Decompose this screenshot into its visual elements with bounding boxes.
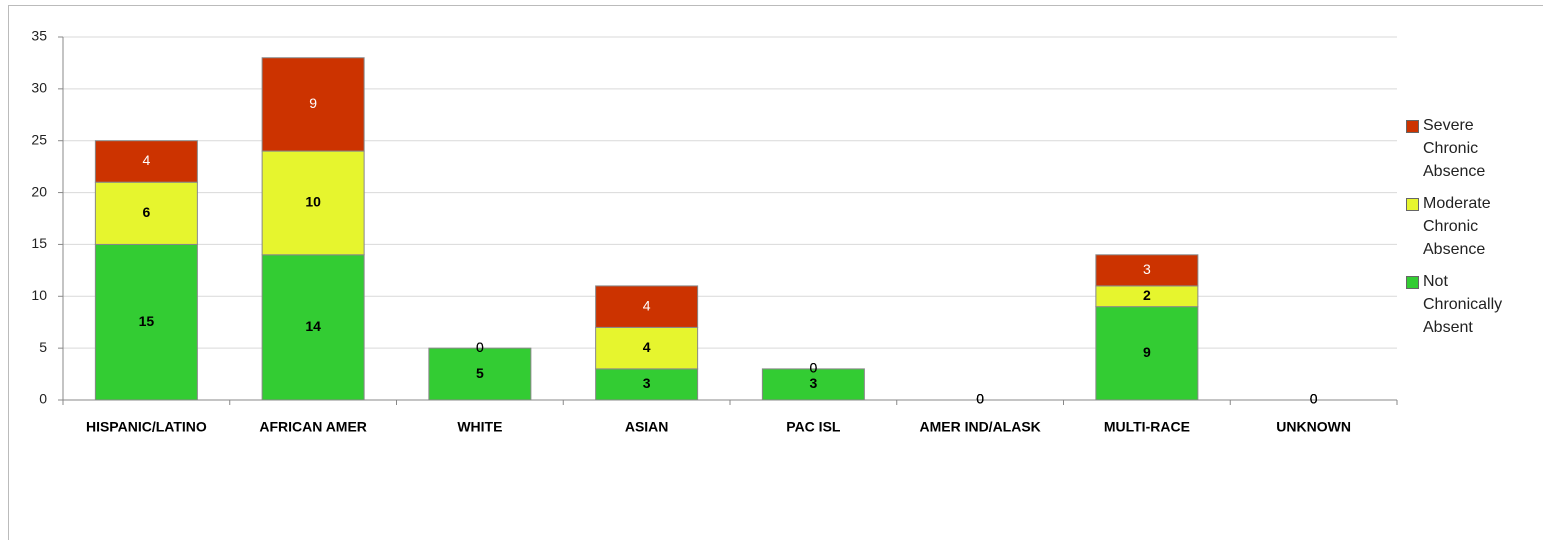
data-label: 6 bbox=[142, 204, 150, 220]
bar-segment bbox=[595, 285, 699, 328]
y-tick-label: 5 bbox=[39, 339, 47, 355]
bar-segment bbox=[94, 181, 198, 245]
x-tick-label: AFRICAN AMER bbox=[259, 419, 367, 435]
x-tick-label: ASIAN bbox=[625, 419, 669, 435]
bar-segment bbox=[94, 140, 198, 183]
data-label: 0 bbox=[476, 339, 484, 355]
bar-segment bbox=[1095, 306, 1199, 401]
y-tick-label: 25 bbox=[31, 131, 47, 147]
bar-segment bbox=[261, 254, 365, 401]
legend-swatch bbox=[1406, 276, 1419, 289]
data-label: 0 bbox=[1310, 391, 1318, 407]
data-label: 4 bbox=[643, 297, 651, 313]
bar-segment bbox=[595, 326, 699, 370]
bar-segment bbox=[261, 150, 365, 256]
legend-item: Moderate Chronic Absence bbox=[1406, 192, 1523, 261]
legend-label: Moderate Chronic Absence bbox=[1423, 195, 1491, 258]
bar-segment bbox=[595, 368, 699, 401]
x-tick-label: AMER IND/ALASK bbox=[919, 419, 1040, 435]
data-label: 9 bbox=[1143, 344, 1151, 360]
data-label: 15 bbox=[139, 313, 155, 329]
data-label: 9 bbox=[309, 95, 317, 111]
legend: Severe Chronic Absence Moderate Chronic A… bbox=[1406, 114, 1523, 348]
data-label: 3 bbox=[643, 375, 651, 391]
data-label: 3 bbox=[1143, 261, 1151, 277]
data-label: 5 bbox=[476, 365, 484, 381]
data-label: 0 bbox=[976, 391, 984, 407]
data-label: 0 bbox=[809, 360, 817, 376]
bar-segment bbox=[1095, 254, 1199, 287]
y-tick-label: 20 bbox=[31, 183, 47, 199]
data-label: 3 bbox=[809, 375, 817, 391]
bar-segment bbox=[261, 57, 365, 152]
y-tick-label: 35 bbox=[31, 28, 47, 44]
y-tick-label: 15 bbox=[31, 235, 47, 251]
x-tick-label: UNKNOWN bbox=[1276, 419, 1351, 435]
x-tick-label: PAC ISL bbox=[786, 419, 841, 435]
data-label: 0 bbox=[476, 339, 484, 355]
legend-label: Severe Chronic Absence bbox=[1423, 117, 1486, 180]
data-label: 0 bbox=[1310, 391, 1318, 407]
y-tick-label: 30 bbox=[31, 80, 47, 96]
legend-swatch bbox=[1406, 120, 1419, 133]
data-label: 0 bbox=[976, 391, 984, 407]
bar-segment bbox=[428, 347, 532, 401]
data-label: 4 bbox=[643, 339, 651, 355]
bar-segment bbox=[94, 243, 198, 401]
data-label: 0 bbox=[1310, 391, 1318, 407]
x-tick-label: MULTI-RACE bbox=[1104, 419, 1190, 435]
legend-item: Severe Chronic Absence bbox=[1406, 114, 1523, 183]
legend-item: Not Chronically Absent bbox=[1406, 270, 1523, 339]
data-label: 4 bbox=[142, 152, 150, 168]
data-label: 14 bbox=[305, 318, 321, 334]
x-tick-label: HISPANIC/LATINO bbox=[86, 419, 207, 435]
data-label: 10 bbox=[305, 194, 321, 210]
x-tick-label: WHITE bbox=[457, 419, 502, 435]
legend-swatch bbox=[1406, 198, 1419, 211]
chart-frame bbox=[8, 5, 1543, 540]
bar-segment bbox=[761, 368, 865, 401]
y-tick-label: 0 bbox=[39, 391, 47, 407]
data-label: 0 bbox=[809, 360, 817, 376]
data-label: 2 bbox=[1143, 287, 1151, 303]
legend-label: Not Chronically Absent bbox=[1423, 273, 1503, 336]
y-tick-label: 10 bbox=[31, 287, 47, 303]
data-label: 0 bbox=[976, 391, 984, 407]
